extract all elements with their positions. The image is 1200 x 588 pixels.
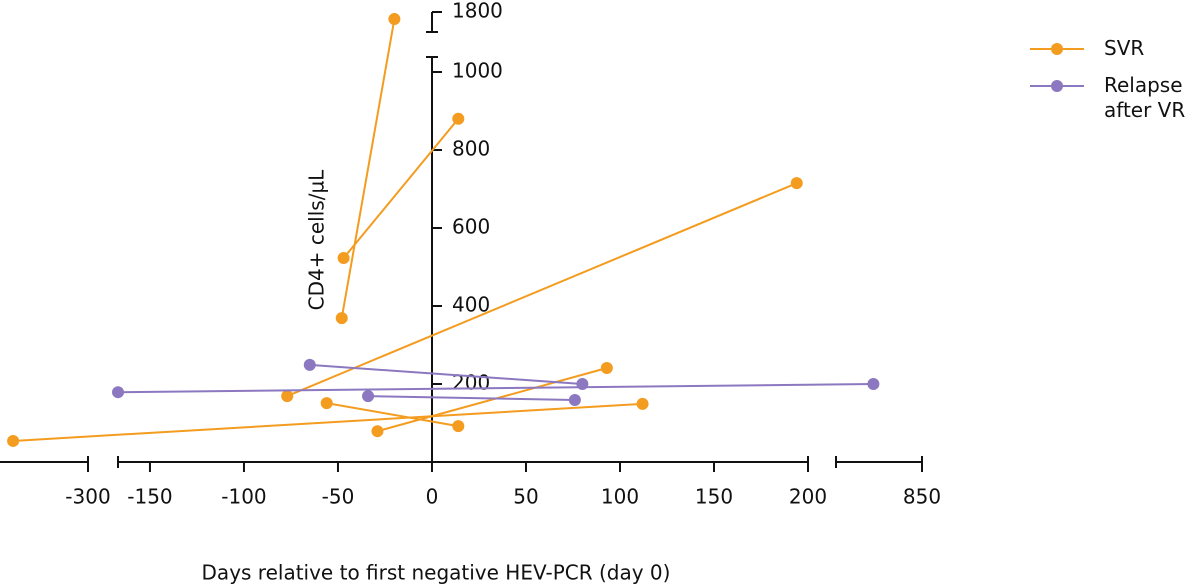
data-point — [452, 420, 465, 433]
data-point — [568, 393, 581, 406]
data-point — [452, 112, 465, 125]
series-line — [326, 402, 459, 428]
data-point — [371, 425, 384, 438]
data-point — [335, 312, 348, 325]
legend: SVR Relapse after VR — [1028, 36, 1198, 135]
data-point — [600, 362, 613, 375]
series-line — [377, 367, 608, 433]
data-point — [112, 386, 124, 399]
x-tick-label: -150 — [127, 485, 172, 509]
data-point — [867, 378, 880, 390]
legend-item: SVR — [1028, 36, 1198, 61]
x-tick-label: 850 — [903, 485, 941, 509]
series-line — [309, 363, 583, 385]
x-tick-label: 200 — [789, 485, 827, 509]
legend-label: Relapse after VR — [1104, 73, 1186, 122]
y-axis-label: CD4+ cells/µL — [305, 169, 329, 311]
series-line — [13, 402, 643, 442]
legend-swatch — [1030, 43, 1084, 55]
data-point — [7, 434, 20, 447]
data-point — [337, 252, 350, 265]
y-tick-label: 200 — [452, 371, 490, 395]
y-tick-label: 400 — [452, 293, 490, 317]
y-tick-label: 600 — [452, 215, 490, 239]
legend-item: Relapse after VR — [1028, 73, 1198, 123]
data-point — [281, 390, 294, 403]
data-point — [790, 177, 803, 190]
legend-label: SVR — [1104, 36, 1145, 60]
legend-dot — [1051, 43, 1063, 55]
series-line — [286, 182, 798, 398]
chart: CD4+ cells/µL Days relative to first neg… — [0, 0, 941, 585]
data-point — [636, 397, 649, 410]
series-line — [342, 118, 460, 259]
x-tick-label: 0 — [426, 485, 439, 509]
data-point — [320, 397, 333, 410]
legend-dot — [1051, 80, 1063, 92]
x-tick-label: -300 — [65, 485, 110, 509]
x-tick-label: 50 — [513, 485, 538, 509]
series-line — [340, 18, 396, 319]
series-line — [368, 395, 575, 401]
x-tick-label: -50 — [322, 485, 355, 509]
legend-swatch — [1030, 80, 1084, 92]
x-axis-label: Days relative to first negative HEV-PCR … — [202, 561, 671, 585]
y-tick-label: 1000 — [452, 59, 503, 83]
x-tick-label: -100 — [221, 485, 266, 509]
y-tick-label: 1800 — [452, 0, 503, 23]
series-line — [117, 383, 874, 394]
x-tick-label: 150 — [695, 485, 733, 509]
data-point — [303, 358, 316, 371]
y-tick-label: 800 — [452, 137, 490, 161]
data-point — [388, 13, 401, 26]
data-point — [362, 390, 375, 403]
x-tick-label: 100 — [601, 485, 639, 509]
